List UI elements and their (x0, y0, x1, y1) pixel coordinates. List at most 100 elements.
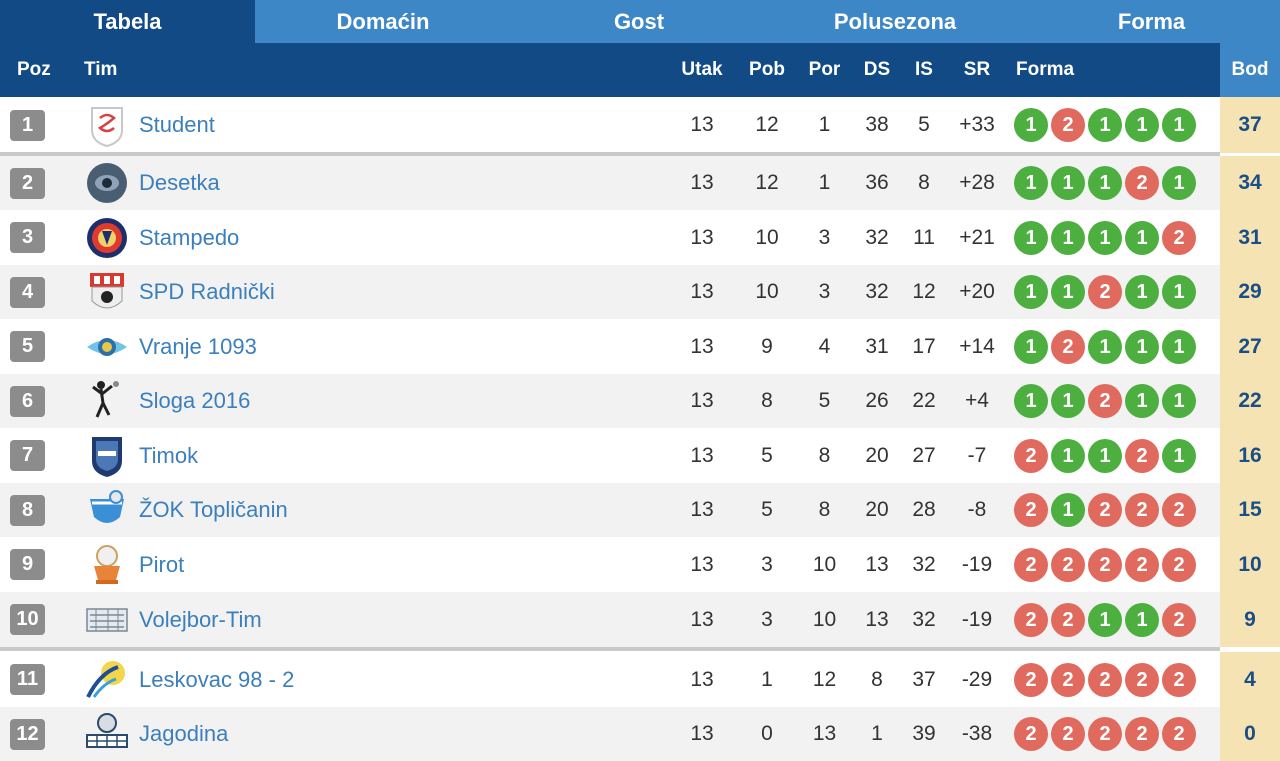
cell-por: 10 (812, 607, 837, 631)
cell-utak: 13 (690, 722, 714, 745)
form-win-badge: 1 (1051, 275, 1085, 309)
cell-bod: 16 (1220, 428, 1280, 483)
form-loss-badge: 2 (1014, 547, 1048, 582)
position-badge: 5 (10, 331, 45, 362)
cell-sr: +21 (959, 225, 995, 249)
cell-sr: -7 (967, 443, 987, 467)
team-name-link[interactable]: SPD Radnički (139, 279, 275, 304)
cell-bod: 9 (1220, 592, 1280, 647)
cell-por: 3 (818, 225, 831, 249)
cell-pob: 10 (755, 280, 779, 303)
table-row: 4 SPD Radnički 13 10 3 32 12 +20 1 1 2 1 1 29 (0, 265, 1280, 319)
team-name-link[interactable]: Vranje 1093 (139, 333, 257, 359)
form-loss-badge: 2 (1162, 493, 1196, 527)
tab-forma[interactable]: Forma (1117, 9, 1186, 34)
cell-utak: 13 (690, 498, 714, 521)
cell-pob: 5 (761, 443, 773, 467)
form-loss-badge: 2 (1051, 662, 1085, 697)
col-pob: Pob (749, 59, 785, 80)
tab-bar: Tabela Domaćin Gost Polusezona Forma (0, 0, 1280, 43)
position-badge: 6 (10, 385, 45, 417)
cell-por: 1 (818, 171, 831, 194)
form-loss-badge: 2 (1051, 329, 1085, 364)
col-poz: Poz (17, 59, 51, 80)
team-name-link[interactable]: ŽOK Topličanin (139, 497, 288, 522)
form-loss-badge: 2 (1125, 717, 1159, 751)
table-row: 6 Sloga 2016 13 8 5 26 22 +4 1 1 2 1 1 22 (0, 374, 1280, 428)
cell-ds: 38 (865, 113, 889, 136)
team-name-link[interactable]: Sloga 2016 (139, 388, 251, 413)
form-loss-badge: 2 (1162, 602, 1196, 637)
position-badge: 4 (10, 276, 45, 308)
col-por: Por (808, 59, 841, 80)
cell-bod: 37 (1220, 97, 1280, 153)
form-loss-badge: 2 (1014, 602, 1048, 637)
table-row: 3 Stampedo 13 10 3 32 11 +21 1 1 1 1 2 31 (0, 210, 1280, 265)
cell-utak: 13 (690, 443, 714, 467)
team-name-link[interactable]: Desetka (139, 170, 220, 195)
cell-is: 37 (912, 667, 936, 691)
form-loss-badge: 2 (1088, 662, 1122, 697)
form-win-badge: 1 (1051, 220, 1085, 255)
team-name-link[interactable]: Student (139, 112, 215, 137)
form-loss-badge: 2 (1014, 438, 1048, 473)
form-loss-badge: 2 (1051, 602, 1085, 637)
form-win-badge: 1 (1014, 220, 1048, 255)
team-name-link[interactable]: Leskovac 98 - 2 (139, 666, 295, 692)
cell-pob: 10 (755, 225, 779, 249)
vranje-logo-icon (84, 324, 130, 370)
form-win-badge: 1 (1162, 384, 1196, 418)
col-forma: Forma (1016, 59, 1075, 80)
cell-por: 1 (818, 113, 831, 136)
cell-ds: 20 (865, 498, 889, 521)
pirot-logo-icon (84, 542, 130, 588)
tab-domacin[interactable]: Domaćin (336, 9, 430, 34)
cell-utak: 13 (690, 334, 714, 358)
team-name-link[interactable]: Volejbor-Tim (139, 606, 262, 632)
col-tim: Tim (84, 59, 118, 80)
cell-sr: -38 (961, 722, 993, 745)
group-divider (0, 647, 1220, 651)
form-win-badge: 1 (1162, 166, 1196, 200)
form-loss-badge: 2 (1125, 438, 1159, 473)
form-win-badge: 1 (1051, 166, 1085, 200)
radnicki-logo-icon (84, 269, 130, 315)
cell-por: 5 (818, 389, 831, 412)
team-name-link[interactable]: Jagodina (139, 721, 229, 746)
cell-is: 32 (912, 552, 936, 576)
cell-pob: 9 (761, 334, 773, 358)
cell-is: 17 (912, 334, 936, 358)
toplicanin-logo-icon (84, 487, 130, 533)
team-name-link[interactable]: Pirot (139, 551, 185, 577)
position-badge: 7 (10, 440, 45, 471)
position-badge: 12 (10, 718, 45, 750)
table-row: 10 Volejbor-Tim 13 3 10 13 32 -19 2 2 1 1 2 9 (0, 592, 1280, 647)
form-win-badge: 1 (1088, 438, 1122, 473)
tab-tabela[interactable]: Tabela (0, 0, 255, 43)
tab-gost[interactable]: Gost (613, 9, 665, 34)
cell-ds: 32 (865, 225, 889, 249)
cell-bod: 4 (1220, 652, 1280, 707)
col-utak: Utak (681, 59, 723, 80)
cell-ds: 26 (865, 389, 889, 412)
cell-bod: 22 (1220, 374, 1280, 428)
cell-pob: 12 (755, 113, 779, 136)
tab-polusezona[interactable]: Polusezona (833, 9, 957, 34)
volejbor-logo-icon (84, 597, 130, 643)
form-loss-badge: 2 (1162, 220, 1196, 255)
stampedo-logo-icon (84, 215, 130, 261)
form-win-badge: 1 (1088, 108, 1122, 142)
form-win-badge: 1 (1014, 108, 1048, 142)
form-loss-badge: 2 (1051, 108, 1085, 142)
form-loss-badge: 2 (1051, 717, 1085, 751)
cell-ds: 32 (865, 280, 889, 303)
form-loss-badge: 2 (1162, 717, 1196, 751)
team-name-link[interactable]: Timok (139, 442, 199, 468)
team-name-link[interactable]: Stampedo (139, 224, 240, 250)
form-win-badge: 1 (1125, 384, 1159, 418)
cell-por: 4 (818, 334, 831, 358)
cell-is: 27 (912, 443, 936, 467)
cell-bod: 10 (1220, 537, 1280, 592)
table-row: 2 Desetka 13 12 1 36 8 +28 1 1 1 2 1 34 (0, 156, 1280, 210)
